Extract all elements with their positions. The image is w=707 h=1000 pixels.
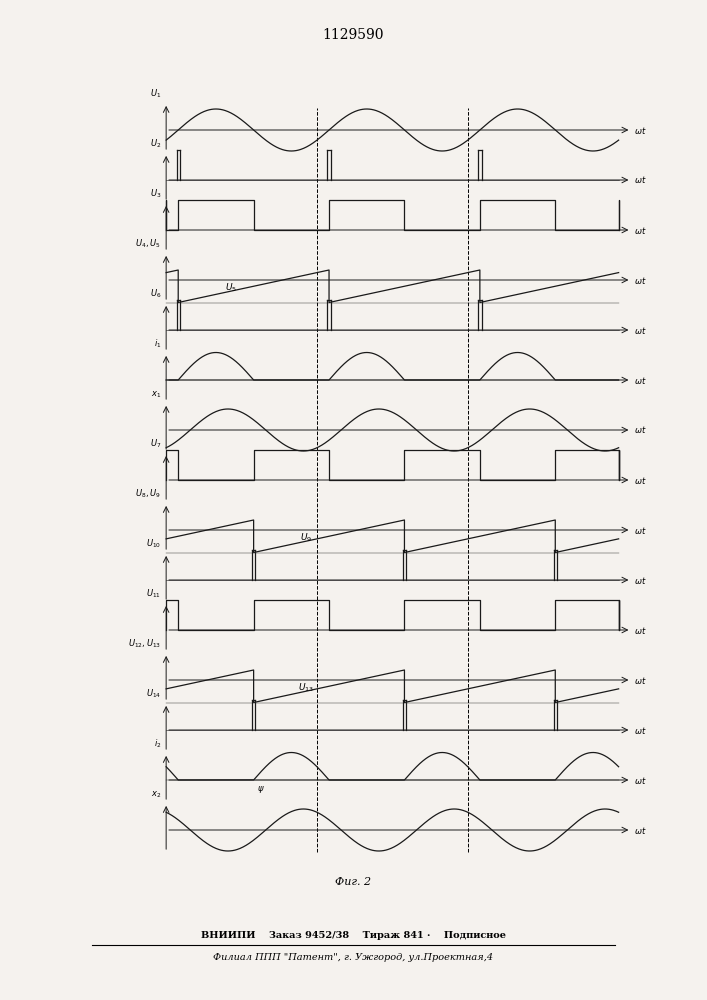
Text: Филиал ППП "Патент", г. Ужгород, ул.Проектная,4: Филиал ППП "Патент", г. Ужгород, ул.Прое… [214,952,493,962]
Text: $U_{14}$: $U_{14}$ [146,688,161,700]
Text: $\omega t$: $\omega t$ [634,324,647,336]
Text: $U_{11}$: $U_{11}$ [146,587,161,600]
Text: $\omega t$: $\omega t$ [634,225,647,235]
Text: $U_3$: $U_3$ [150,188,161,200]
Text: $U_2$: $U_2$ [150,137,161,150]
Text: $U_4,U_5$: $U_4,U_5$ [136,237,161,250]
Text: $U_6$: $U_6$ [150,287,161,300]
Text: $x_2$: $x_2$ [151,790,161,800]
Text: $\omega t$: $\omega t$ [634,824,647,836]
Text: Фиг. 2: Фиг. 2 [335,877,372,887]
Text: $\omega t$: $\omega t$ [634,274,647,286]
Text: ВНИИПИ    Заказ 9452/38    Тираж 841 ·    Подписное: ВНИИПИ Заказ 9452/38 Тираж 841 · Подписн… [201,930,506,940]
Text: $\omega t$: $\omega t$ [634,624,647,636]
Text: $U_{12},U_{13}$: $U_{12},U_{13}$ [128,638,161,650]
Text: $U_{10}$: $U_{10}$ [146,538,161,550]
Text: 1129590: 1129590 [323,28,384,42]
Text: $\omega t$: $\omega t$ [634,475,647,486]
Text: $U_5$: $U_5$ [225,282,237,294]
Text: $\psi$: $\psi$ [257,784,265,795]
Text: $i_1$: $i_1$ [153,338,161,350]
Text: $\omega t$: $\omega t$ [634,374,647,385]
Text: $U_8,U_9$: $U_8,U_9$ [135,488,161,500]
Text: $\omega t$: $\omega t$ [634,124,647,135]
Text: $x_1$: $x_1$ [151,389,161,400]
Text: $\omega t$: $\omega t$ [634,174,647,185]
Text: $\omega t$: $\omega t$ [634,675,647,686]
Text: $i_2$: $i_2$ [153,738,161,750]
Text: $U_1$: $U_1$ [150,88,161,100]
Text: $\omega t$: $\omega t$ [634,774,647,786]
Text: $\omega t$: $\omega t$ [634,574,647,585]
Text: $U_9$: $U_9$ [300,532,312,544]
Text: $\omega t$: $\omega t$ [634,424,647,435]
Text: $\omega t$: $\omega t$ [634,724,647,736]
Text: $U_{13}$: $U_{13}$ [298,682,315,694]
Text: $U_7$: $U_7$ [150,438,161,450]
Text: $\omega t$: $\omega t$ [634,524,647,536]
